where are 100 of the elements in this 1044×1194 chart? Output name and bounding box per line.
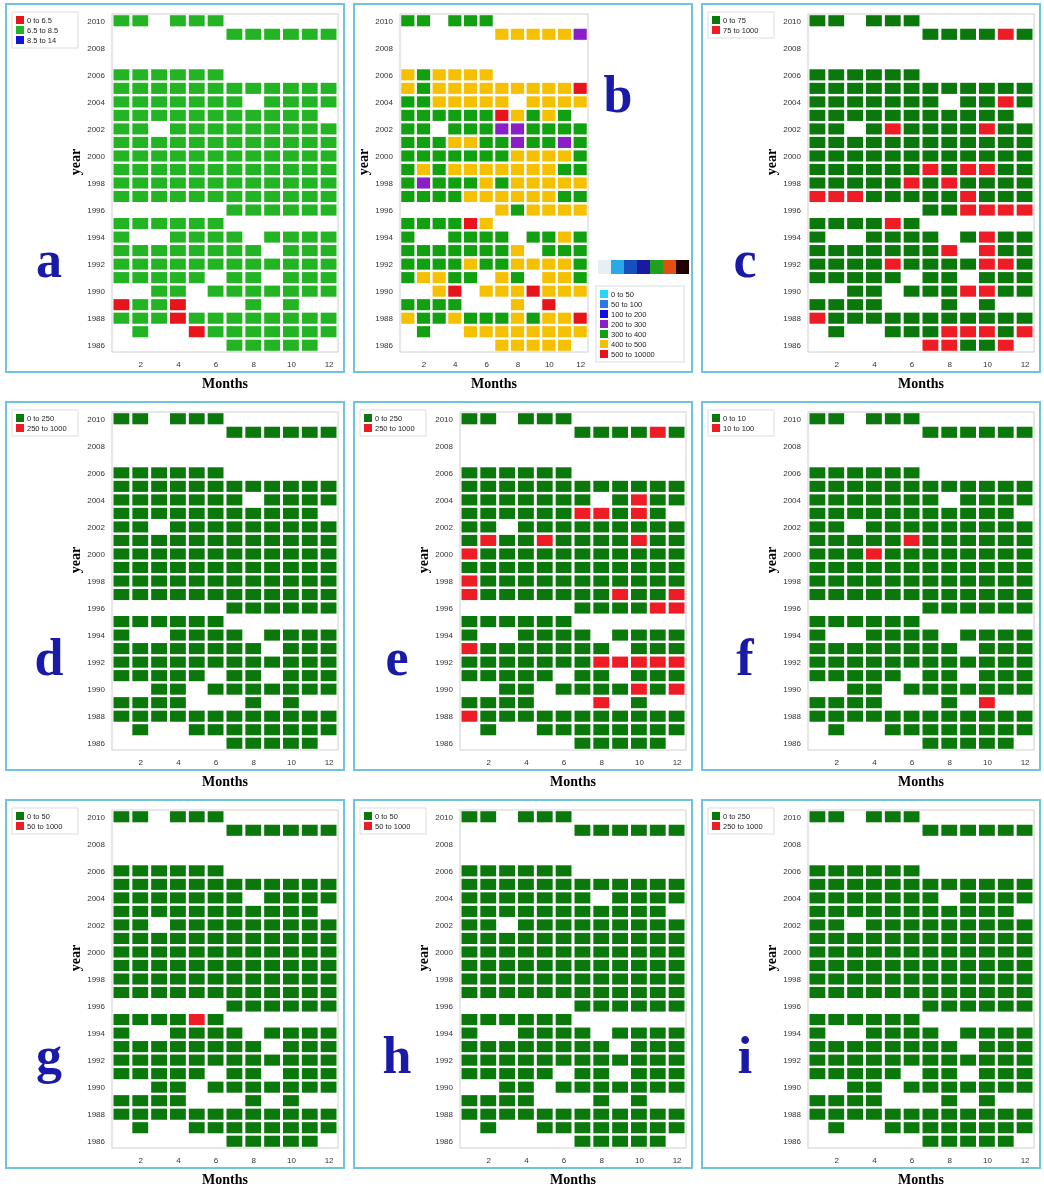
x-axis-title: Months	[550, 774, 597, 789]
x-tick-label: 2	[486, 1155, 492, 1165]
y-tick-label: 1992	[783, 1056, 802, 1066]
y-tick-label: 1996	[435, 1002, 454, 1012]
point	[884, 258, 901, 270]
y-tick-label: 2008	[783, 839, 802, 849]
y-tick-label: 1996	[783, 604, 802, 614]
y-axis-title: year	[764, 546, 779, 574]
point	[922, 339, 939, 351]
y-tick-label: 2002	[87, 920, 106, 930]
y-tick-label: 2002	[783, 920, 802, 930]
y-tick-label: 1990	[435, 685, 454, 695]
point	[170, 299, 186, 311]
x-tick-label: 2	[138, 1155, 144, 1165]
x-axis-title: Months	[898, 774, 945, 789]
x-tick-label: 12	[324, 359, 335, 369]
y-tick-label: 2006	[783, 468, 802, 478]
point	[170, 312, 186, 324]
x-tick-label: 6	[213, 1155, 219, 1165]
y-tick-label: 2004	[87, 97, 106, 107]
point	[960, 285, 976, 297]
y-tick-label: 1988	[783, 1110, 802, 1120]
point	[480, 534, 497, 546]
y-tick-label: 1990	[783, 1083, 802, 1093]
y-tick-label: 2002	[375, 124, 394, 134]
y-tick-label: 2000	[783, 550, 802, 560]
y-tick-label: 1986	[783, 739, 802, 749]
y-tick-label: 1996	[375, 206, 394, 216]
y-tick-label: 1998	[783, 577, 802, 587]
y-axis-title: year	[764, 148, 779, 176]
x-tick-label: 10	[982, 1155, 993, 1165]
y-tick-label: 2002	[87, 522, 106, 532]
y-tick-label: 1998	[87, 577, 106, 587]
x-tick-label: 12	[324, 1155, 335, 1165]
y-tick-label: 1990	[87, 287, 106, 297]
x-tick-label: 6	[484, 359, 490, 369]
x-tick-label: 10	[982, 359, 993, 369]
y-tick-label: 1996	[783, 1002, 802, 1012]
y-tick-label: 1998	[435, 975, 454, 985]
y-tick-label: 1990	[435, 1083, 454, 1093]
text: h	[382, 1027, 412, 1084]
y-tick-label: 2008	[435, 839, 454, 849]
y-tick-label: 2000	[87, 152, 106, 162]
point	[979, 326, 995, 338]
point	[884, 123, 901, 135]
y-tick-label: 2008	[783, 441, 802, 451]
point	[495, 123, 509, 135]
x-tick-label: 8	[599, 1155, 605, 1165]
point	[536, 534, 553, 546]
y-tick-label: 1986	[435, 1137, 454, 1147]
point	[573, 312, 587, 324]
point	[960, 204, 976, 216]
y-tick-label: 2002	[435, 920, 454, 930]
y-tick-label: 1988	[87, 1110, 106, 1120]
point	[574, 507, 591, 519]
y-tick-label: 1986	[87, 1137, 106, 1147]
x-axis-title: Months	[550, 1172, 597, 1187]
text: a	[36, 231, 62, 288]
y-tick-label: 1994	[87, 233, 106, 243]
x-tick-label: 8	[947, 757, 953, 767]
x-tick-label: 4	[872, 1155, 878, 1165]
x-tick-label: 6	[213, 757, 219, 767]
y-tick-label: 1986	[435, 739, 454, 749]
y-tick-label: 2004	[435, 893, 454, 903]
x-axis-title: Months	[202, 774, 249, 789]
y-axis-title: year	[416, 546, 431, 574]
point	[593, 697, 610, 709]
y-tick-label: 2008	[87, 43, 106, 53]
point	[979, 204, 995, 216]
y-tick-label: 2004	[375, 97, 394, 107]
y-tick-label: 1996	[87, 206, 106, 216]
y-tick-label: 1996	[435, 604, 454, 614]
point	[979, 231, 995, 243]
point	[631, 534, 647, 546]
x-tick-label: 4	[872, 757, 878, 767]
y-tick-label: 1986	[87, 341, 106, 351]
y-axis-title: year	[764, 944, 779, 972]
y-tick-label: 1992	[375, 260, 394, 270]
x-axis-title: Months	[471, 376, 518, 391]
point	[866, 548, 882, 560]
y-tick-label: 2000	[435, 550, 454, 560]
point	[631, 656, 647, 668]
x-tick-label: 10	[634, 757, 645, 767]
x-tick-label: 12	[1020, 359, 1031, 369]
x-tick-label: 6	[909, 757, 915, 767]
x-tick-label: 2	[834, 359, 840, 369]
text: f	[736, 629, 755, 686]
point	[448, 285, 462, 297]
y-tick-label: 1988	[435, 1110, 454, 1120]
y-tick-label: 2004	[783, 495, 802, 505]
point	[903, 534, 920, 546]
point	[1016, 326, 1033, 338]
point	[668, 656, 685, 668]
y-axis-title: year	[416, 944, 431, 972]
y-tick-label: 1986	[87, 739, 106, 749]
x-tick-label: 8	[947, 359, 953, 369]
y-tick-label: 1994	[783, 631, 802, 641]
point	[997, 204, 1014, 216]
point	[461, 643, 478, 655]
y-tick-label: 1998	[435, 577, 454, 587]
